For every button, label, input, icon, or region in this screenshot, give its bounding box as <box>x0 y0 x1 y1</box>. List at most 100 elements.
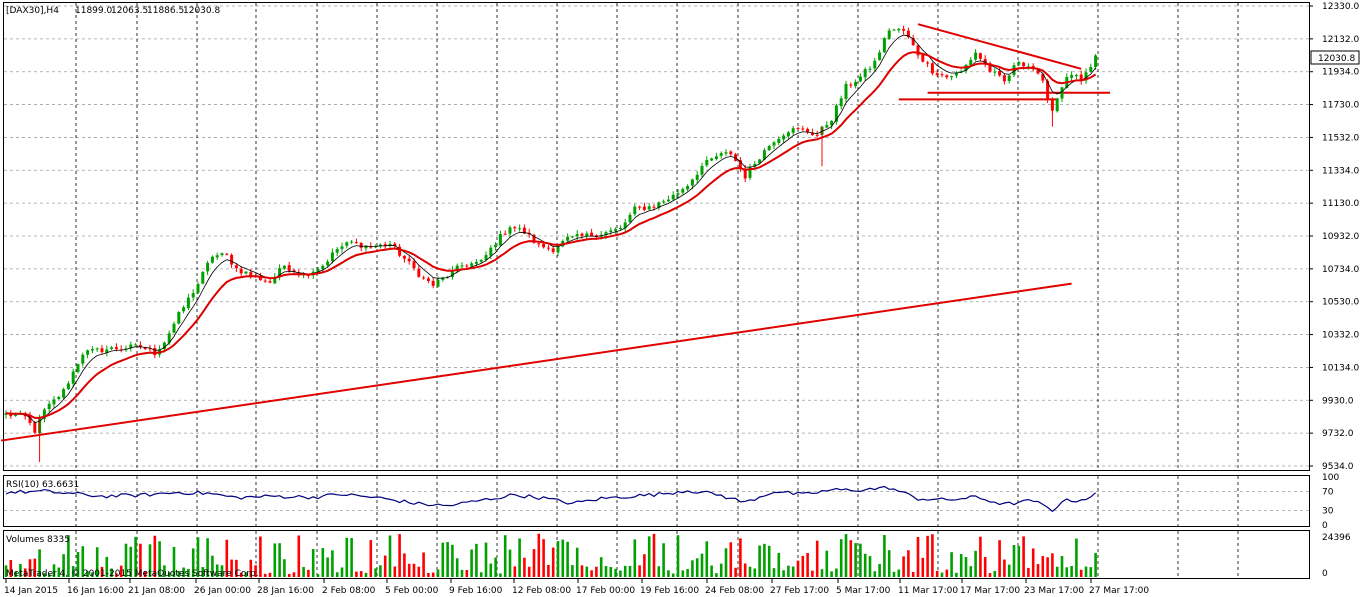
volume-label: Volumes 8335 <box>6 535 70 545</box>
volume-bar <box>739 538 742 577</box>
candle <box>974 49 978 61</box>
candle <box>278 264 282 281</box>
candle <box>134 343 138 346</box>
time-tick-label: 23 Mar 17:00 <box>1024 586 1084 596</box>
volume-bar <box>43 572 46 577</box>
candle <box>340 242 344 253</box>
rsi-panel[interactable] <box>3 475 1310 527</box>
volume-bar <box>647 536 651 577</box>
volume-bar <box>355 571 358 577</box>
volume-bar <box>403 553 406 577</box>
resistance-line[interactable] <box>917 23 1082 70</box>
volume-bar <box>494 557 497 577</box>
candle <box>1089 63 1093 73</box>
current-price-tag <box>1310 50 1360 65</box>
volume-bar <box>95 547 99 577</box>
volume-bars <box>4 533 1097 577</box>
volume-bar <box>331 550 334 577</box>
volume-bar <box>172 546 176 577</box>
candle <box>782 133 786 143</box>
volume-bar <box>566 541 569 577</box>
candle <box>762 147 766 161</box>
candle <box>354 238 358 244</box>
volume-bar <box>777 552 781 577</box>
support-line[interactable] <box>1 282 1072 442</box>
volume-bar <box>484 542 488 577</box>
volume-bar <box>335 572 339 577</box>
candle <box>402 255 406 263</box>
volume-bar <box>206 538 209 577</box>
volume-bar <box>441 542 445 577</box>
candle <box>834 103 838 125</box>
volume-bar <box>47 574 51 577</box>
candle <box>350 240 354 245</box>
candle <box>503 230 507 235</box>
volume-bar <box>302 566 305 577</box>
candle <box>105 345 109 357</box>
volume-bar <box>1031 548 1035 577</box>
grid-lines <box>4 3 1309 578</box>
candle <box>518 224 522 232</box>
candle <box>513 225 517 232</box>
volume-bar <box>475 543 478 577</box>
volume-bar <box>743 563 747 577</box>
volume-bar <box>383 555 387 577</box>
volume-bar <box>460 569 464 577</box>
volume-bar <box>758 545 761 577</box>
volume-bar <box>431 572 435 577</box>
candle <box>940 72 944 78</box>
symbol-label: [DAX30],H4 <box>6 6 59 16</box>
volume-bar <box>590 570 593 577</box>
candle <box>724 149 728 157</box>
volume-bar <box>518 538 521 577</box>
candle <box>580 232 584 239</box>
volume-bar <box>902 556 905 577</box>
volume-bar <box>772 568 776 577</box>
volume-bar <box>926 535 929 577</box>
candle <box>978 52 982 61</box>
candle <box>1094 53 1098 70</box>
volume-bar <box>700 553 704 577</box>
price-tick-label: 11334.0 <box>1322 166 1359 176</box>
candle <box>110 346 114 351</box>
volume-bar <box>167 572 171 577</box>
candle <box>460 262 464 269</box>
candle <box>873 57 877 72</box>
trendlines[interactable] <box>1 23 1110 442</box>
slow-moving-average <box>5 51 1097 419</box>
volume-bar <box>671 573 675 577</box>
time-tick-label: 16 Jan 16:00 <box>67 586 124 596</box>
volume-bar <box>422 552 425 577</box>
candle <box>335 246 339 257</box>
candle <box>714 152 718 161</box>
volume-bar <box>859 543 862 577</box>
candle <box>417 264 421 278</box>
volume-bar <box>527 566 531 577</box>
volume-bar <box>763 543 766 577</box>
volume-bar <box>503 535 507 577</box>
candle <box>647 203 651 211</box>
candle <box>407 255 411 265</box>
volume-bar <box>844 534 848 577</box>
price-tick-label: 9930.0 <box>1322 396 1354 406</box>
volume-bar <box>196 537 200 577</box>
volume-panel[interactable] <box>3 530 1310 579</box>
candle <box>666 195 670 202</box>
candle <box>76 363 80 374</box>
volume-bar <box>710 565 713 577</box>
candle <box>983 55 987 68</box>
candle <box>28 411 32 426</box>
volume-bar <box>537 533 541 577</box>
volume-bar <box>263 573 267 577</box>
candle <box>911 34 915 47</box>
volume-bar <box>907 550 910 577</box>
volume-bar <box>316 574 320 577</box>
volume-bar <box>273 543 277 577</box>
volume-bar <box>1055 566 1059 577</box>
volume-bar <box>292 572 296 577</box>
rsi-line <box>5 485 1096 513</box>
candle <box>186 293 190 311</box>
ohlc-close: 12030.8 <box>183 6 220 16</box>
candle <box>806 127 810 135</box>
